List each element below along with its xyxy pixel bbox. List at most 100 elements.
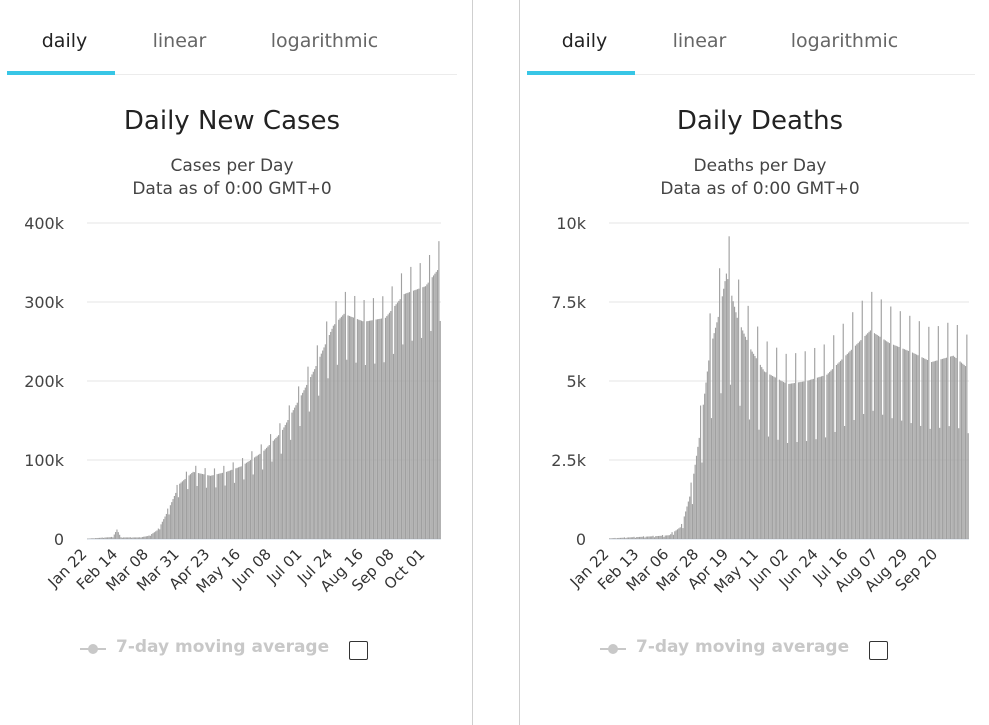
moving-average-checkbox[interactable]	[349, 641, 368, 660]
bar[interactable]	[92, 538, 94, 539]
bar[interactable]	[652, 535, 654, 539]
bar[interactable]	[382, 296, 384, 539]
bar[interactable]	[223, 465, 225, 539]
bar[interactable]	[241, 458, 244, 539]
bar[interactable]	[788, 383, 790, 539]
tab-daily[interactable]: daily	[561, 30, 608, 52]
bar[interactable]	[249, 460, 252, 539]
bar[interactable]	[740, 327, 742, 539]
bar[interactable]	[704, 393, 706, 539]
bar[interactable]	[239, 466, 241, 539]
bar[interactable]	[370, 320, 372, 539]
bar[interactable]	[837, 363, 839, 539]
bar[interactable]	[733, 306, 736, 539]
bar[interactable]	[686, 506, 688, 540]
bar[interactable]	[748, 419, 751, 539]
bar[interactable]	[943, 358, 945, 539]
bar[interactable]	[129, 537, 131, 539]
bar[interactable]	[139, 537, 141, 539]
bar[interactable]	[829, 371, 831, 539]
bar[interactable]	[937, 326, 939, 539]
bar[interactable]	[419, 263, 421, 539]
bar[interactable]	[392, 353, 395, 539]
bar[interactable]	[368, 320, 370, 539]
bar[interactable]	[197, 473, 200, 539]
bar[interactable]	[948, 426, 950, 539]
bar[interactable]	[674, 531, 676, 539]
bar[interactable]	[322, 350, 324, 539]
bar[interactable]	[115, 532, 117, 539]
bar[interactable]	[833, 335, 835, 539]
bar[interactable]	[675, 530, 677, 539]
bar[interactable]	[892, 344, 895, 539]
bar[interactable]	[104, 537, 106, 539]
bar[interactable]	[827, 373, 829, 539]
bar[interactable]	[932, 361, 934, 539]
bar[interactable]	[914, 353, 916, 539]
bar[interactable]	[236, 467, 238, 539]
bar[interactable]	[716, 322, 718, 539]
bar[interactable]	[743, 333, 745, 539]
bar[interactable]	[778, 379, 780, 539]
bar[interactable]	[88, 538, 90, 540]
bar[interactable]	[770, 375, 772, 539]
bar[interactable]	[877, 335, 880, 539]
bar[interactable]	[860, 340, 862, 539]
bar[interactable]	[713, 333, 715, 539]
tab-linear[interactable]: linear	[672, 30, 727, 52]
bar[interactable]	[144, 536, 146, 539]
bar[interactable]	[710, 418, 713, 539]
bar[interactable]	[95, 538, 97, 539]
bar[interactable]	[378, 319, 380, 539]
bar[interactable]	[221, 472, 224, 539]
bar[interactable]	[384, 317, 387, 539]
bar[interactable]	[108, 537, 110, 539]
bar[interactable]	[630, 537, 632, 539]
bar[interactable]	[310, 377, 312, 539]
bar[interactable]	[928, 326, 930, 539]
bar[interactable]	[123, 537, 125, 539]
bar[interactable]	[199, 473, 201, 539]
bar[interactable]	[245, 462, 248, 539]
bar[interactable]	[679, 527, 681, 539]
bar[interactable]	[334, 324, 336, 539]
bar[interactable]	[795, 353, 797, 539]
bar[interactable]	[681, 523, 683, 539]
bar[interactable]	[165, 513, 167, 539]
bar[interactable]	[227, 471, 229, 539]
bar[interactable]	[376, 319, 379, 539]
bar[interactable]	[348, 315, 350, 539]
bar[interactable]	[219, 473, 221, 540]
bar[interactable]	[149, 535, 151, 539]
bar[interactable]	[195, 465, 197, 539]
bar[interactable]	[319, 356, 321, 539]
bar[interactable]	[192, 471, 194, 539]
bar[interactable]	[215, 487, 217, 539]
bar[interactable]	[264, 449, 266, 539]
bar[interactable]	[160, 524, 162, 539]
bar[interactable]	[279, 423, 281, 539]
bar[interactable]	[849, 351, 851, 539]
bar[interactable]	[191, 473, 193, 539]
bar[interactable]	[400, 273, 403, 539]
bar[interactable]	[962, 363, 964, 539]
bar[interactable]	[232, 462, 234, 539]
bar[interactable]	[780, 380, 782, 539]
bar[interactable]	[880, 299, 882, 539]
bar[interactable]	[640, 536, 642, 539]
bar[interactable]	[871, 291, 873, 539]
bar[interactable]	[267, 446, 269, 539]
bar[interactable]	[216, 474, 218, 539]
bar[interactable]	[724, 281, 726, 539]
bar[interactable]	[240, 466, 242, 539]
bar[interactable]	[939, 427, 941, 539]
bar[interactable]	[762, 369, 764, 539]
bar[interactable]	[738, 279, 740, 539]
bar[interactable]	[364, 365, 366, 539]
bar[interactable]	[672, 534, 674, 539]
bar[interactable]	[731, 295, 733, 539]
bar[interactable]	[886, 341, 888, 539]
bar[interactable]	[225, 471, 228, 539]
bar[interactable]	[426, 284, 428, 539]
bar[interactable]	[367, 321, 369, 539]
